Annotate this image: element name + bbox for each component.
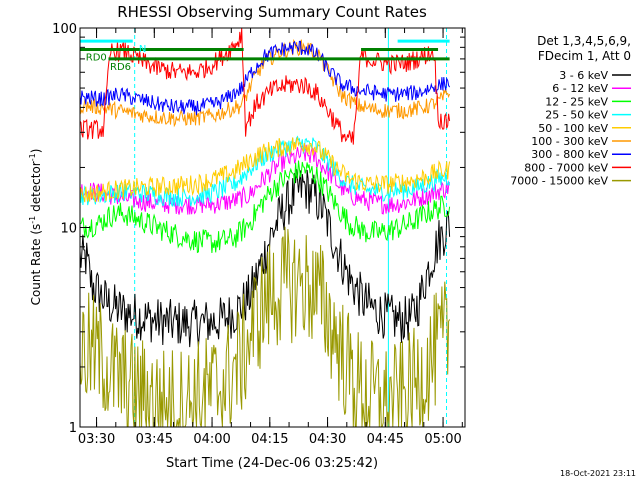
legend: Det 1,3,4,5,6,9, FDecim 1, Att 0 3 - 6 k… bbox=[510, 34, 631, 188]
legend-header-line2: FDecim 1, Att 0 bbox=[538, 49, 631, 63]
saa-bar-label-4: N bbox=[139, 44, 146, 55]
y-tick-label: 10 bbox=[60, 222, 77, 237]
legend-label-800-7000-kev: 800 - 7000 keV bbox=[524, 161, 608, 174]
legend-header-line1: Det 1,3,4,5,6,9, bbox=[537, 34, 631, 48]
series-group bbox=[80, 28, 451, 427]
y-axis-label-exp2: -1 bbox=[28, 153, 37, 161]
series-line-50-100-kev bbox=[80, 137, 451, 203]
series-line-12-25-kev bbox=[80, 160, 451, 254]
x-tick-label: 04:45 bbox=[367, 432, 404, 447]
legend-label-7000-15000-kev: 7000 - 15000 keV bbox=[510, 175, 608, 188]
x-tick-label: 03:45 bbox=[136, 432, 173, 447]
legend-label-50-100-kev: 50 - 100 keV bbox=[538, 122, 608, 135]
axes: 1 10 100 03:30 03:45 04:00 04:15 04:30 04:45 05:0… bbox=[52, 22, 466, 447]
plot-timestamp: 18-Oct-2021 23:11 bbox=[560, 469, 636, 478]
legend-label-6-12-kev: 6 - 12 keV bbox=[552, 82, 608, 95]
x-tick-label: 05:00 bbox=[424, 432, 461, 447]
series-line-3-6-kev bbox=[80, 169, 451, 348]
chart-title: RHESSI Observing Summary Count Rates bbox=[117, 3, 427, 21]
series-line-800-7000-kev bbox=[80, 28, 451, 145]
y-tick-label: 1 bbox=[69, 421, 77, 436]
legend-label-25-50-kev: 25 - 50 keV bbox=[545, 109, 608, 122]
x-axis-label: Start Time (24-Dec-06 03:25:42) bbox=[166, 456, 378, 471]
y-axis-label-end: ) bbox=[29, 149, 43, 154]
legend-label-100-300-kev: 100 - 300 keV bbox=[531, 135, 608, 148]
legend-label-300-800-kev: 300 - 800 keV bbox=[531, 148, 608, 161]
legend-label-12-25-kev: 12 - 25 keV bbox=[545, 95, 608, 108]
y-tick-label: 100 bbox=[52, 22, 77, 37]
series-line-300-800-kev bbox=[80, 40, 451, 116]
x-tick-label: 04:00 bbox=[193, 432, 230, 447]
y-axis-label-exp1: -1 bbox=[28, 216, 37, 224]
y-axis-label-main: Count Rate (s bbox=[29, 224, 43, 306]
state-bar-label-2: RD6 bbox=[110, 62, 131, 73]
series-line-6-12-kev bbox=[80, 144, 451, 215]
x-tick-label: 04:15 bbox=[251, 432, 288, 447]
legend-label-3-6-kev: 3 - 6 keV bbox=[559, 69, 608, 82]
x-tick-label: 04:30 bbox=[309, 432, 346, 447]
y-axis-label: Count Rate (s-1 detector-1) bbox=[28, 149, 43, 306]
x-tick-label: 03:30 bbox=[78, 432, 115, 447]
y-axis-label-mid: detector bbox=[29, 161, 43, 216]
state-bar-label-1: RD0 bbox=[86, 53, 107, 64]
